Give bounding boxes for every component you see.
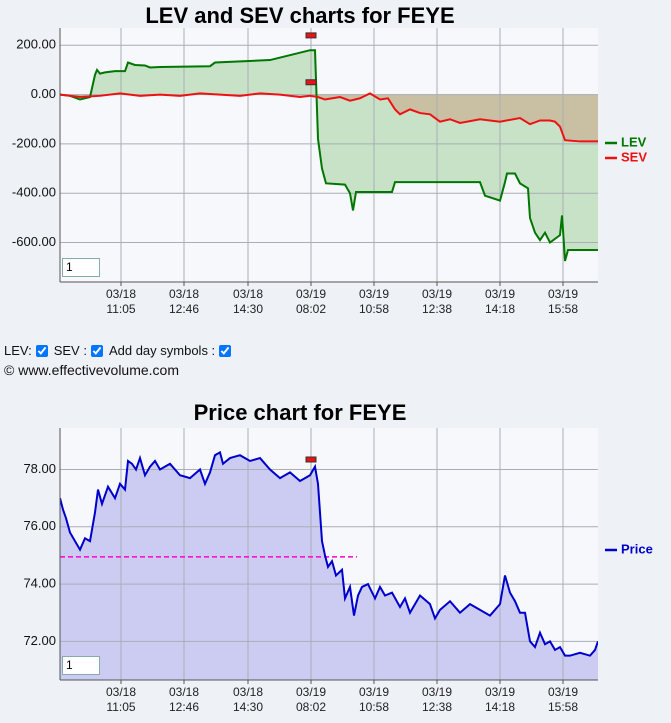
legend-label: Price	[621, 541, 653, 556]
x-tick-label: 03/18 14:30	[232, 685, 264, 714]
y-tick-label: 76.00	[23, 518, 56, 533]
area-fill	[60, 93, 598, 142]
zoom-input[interactable]: 1	[62, 656, 100, 675]
x-tick-label: 03/19 15:58	[547, 685, 579, 714]
y-tick-label: 72.00	[23, 633, 56, 648]
checkbox[interactable]	[35, 344, 48, 357]
series-line	[60, 450, 598, 657]
x-tick-label: 03/18 11:05	[105, 685, 137, 714]
x-tick-label: 03/19 10:58	[358, 287, 390, 316]
x-tick-label: 03/19 12:38	[421, 287, 453, 316]
series-line	[60, 92, 598, 143]
x-tick-label: 03/19 10:58	[358, 685, 390, 714]
x-tick-label: 03/18 12:46	[168, 685, 200, 714]
x-tick-label: 03/18 11:05	[105, 287, 137, 316]
y-tick-label: -600.00	[12, 234, 56, 249]
x-tick-label: 03/18 14:30	[232, 287, 264, 316]
chart-title: Price chart for FEYE	[194, 400, 407, 425]
y-tick-label: -200.00	[12, 135, 56, 150]
x-tick-label: 03/19 08:02	[295, 287, 327, 316]
x-tick-label: 03/19 14:18	[484, 287, 516, 316]
control-label: SEV :	[53, 343, 87, 358]
zoom-input[interactable]: 1	[62, 258, 100, 277]
checkbox[interactable]	[219, 344, 232, 357]
control-label: LEV:	[4, 343, 32, 358]
x-tick-label: 03/18 12:46	[168, 287, 200, 316]
x-tick-label: 03/19 14:18	[484, 685, 516, 714]
footer: © www.effectivevolume.com	[4, 362, 180, 378]
y-tick-label: 74.00	[23, 576, 56, 591]
x-tick-label: 03/19 12:38	[421, 685, 453, 714]
day-marker	[305, 456, 317, 463]
x-tick-label: 03/19 08:02	[295, 685, 327, 714]
y-tick-label: 0.00	[31, 86, 56, 101]
y-tick-label: 78.00	[23, 461, 56, 476]
control-label: Add day symbols :	[108, 343, 216, 358]
day-marker	[305, 32, 317, 39]
legend-label: SEV	[621, 149, 647, 164]
x-tick-label: 03/19 15:58	[547, 287, 579, 316]
chart-title: LEV and SEV charts for FEYE	[145, 3, 454, 28]
day-marker	[305, 79, 317, 86]
y-tick-label: 200.00	[16, 37, 56, 52]
y-tick-label: -400.00	[12, 185, 56, 200]
series-line	[60, 49, 598, 262]
legend-label: LEV	[621, 134, 647, 149]
controls: LEV: SEV : Add day symbols :	[4, 343, 235, 358]
checkbox[interactable]	[90, 344, 103, 357]
